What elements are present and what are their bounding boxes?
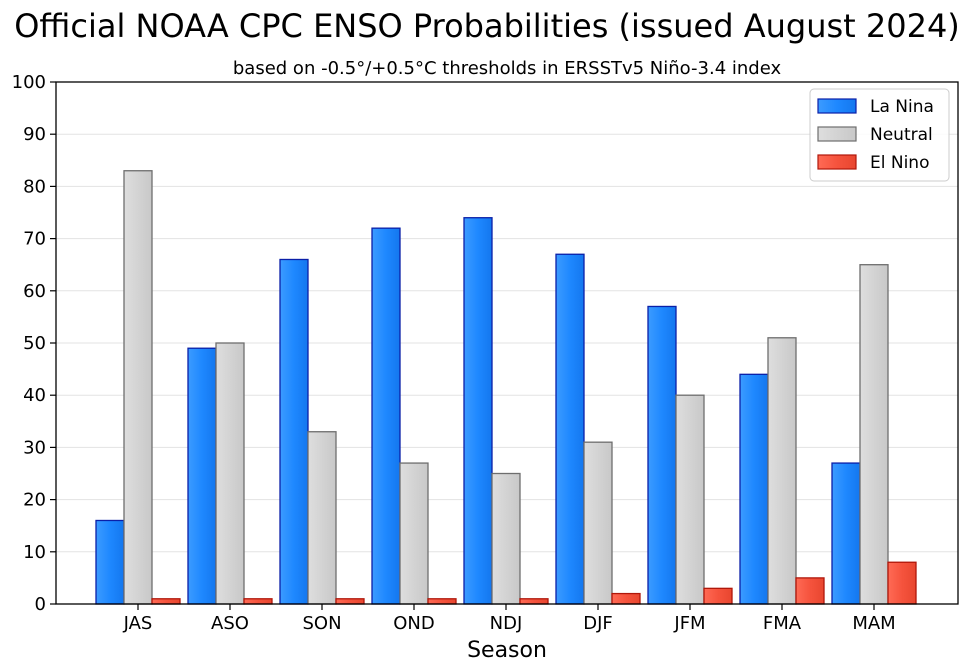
bar-neutral-son — [307, 431, 337, 605]
y-tick-label: 90 — [23, 124, 46, 145]
bar-el-nino-ond — [427, 598, 457, 605]
x-tick-label: DJF — [583, 613, 613, 634]
bar-la-nina-jfm — [647, 305, 677, 605]
y-axis: 0 10 20 30 40 50 60 70 80 90 100 — [12, 72, 56, 615]
bar-el-nino-jas — [151, 598, 181, 605]
x-axis-label: Season — [467, 638, 547, 663]
legend-label-neutral: Neutral — [870, 125, 933, 145]
x-tick-label: NDJ — [490, 613, 523, 634]
y-tick-label: 10 — [23, 542, 46, 563]
y-tick-label: 40 — [23, 385, 46, 406]
y-tick-label: 50 — [23, 333, 46, 354]
legend-swatch-la-nina — [817, 98, 857, 114]
x-tick-label: OND — [393, 613, 435, 634]
y-tick-label: 20 — [23, 490, 46, 511]
bar-la-nina-aso — [187, 347, 217, 605]
legend-label-la-nina: La Nina — [870, 97, 934, 117]
x-tick-label: ASO — [211, 613, 249, 634]
bar-el-nino-son — [335, 598, 365, 605]
bar-neutral-aso — [215, 342, 245, 605]
bar-neutral-jfm — [675, 394, 705, 605]
bar-neutral-jas — [123, 170, 153, 605]
bar-el-nino-ndj — [519, 598, 549, 605]
bar-la-nina-fma — [739, 373, 769, 605]
x-axis: JAS ASO SON OND NDJ DJF JFM FMA MAM — [123, 604, 896, 634]
y-tick-label: 0 — [35, 594, 46, 615]
y-tick-label: 80 — [23, 176, 46, 197]
bars-group — [95, 170, 917, 605]
x-tick-label: JAS — [123, 613, 153, 634]
bar-la-nina-ndj — [463, 217, 493, 605]
legend-label-el-nino: El Nino — [870, 153, 929, 173]
x-tick-label: JFM — [673, 613, 705, 634]
x-tick-label: FMA — [763, 613, 802, 634]
bar-neutral-mam — [859, 264, 889, 605]
bar-la-nina-ond — [371, 227, 401, 605]
bar-la-nina-jas — [95, 519, 125, 605]
y-tick-label: 100 — [12, 72, 46, 93]
bar-neutral-ndj — [491, 472, 521, 605]
bar-la-nina-son — [279, 258, 309, 605]
y-tick-label: 60 — [23, 281, 46, 302]
legend: La Nina Neutral El Nino — [809, 88, 950, 182]
bar-la-nina-djf — [555, 253, 585, 605]
y-tick-label: 70 — [23, 229, 46, 250]
bar-el-nino-aso — [243, 598, 273, 605]
chart-title: Official NOAA CPC ENSO Probabilities (is… — [14, 7, 960, 45]
chart-subtitle: based on -0.5°/+0.5°C thresholds in ERSS… — [233, 58, 782, 79]
bar-el-nino-djf — [611, 592, 641, 605]
legend-swatch-el-nino — [817, 154, 857, 170]
bar-el-nino-mam — [887, 561, 917, 605]
x-tick-label: SON — [302, 613, 341, 634]
bar-neutral-ond — [399, 462, 429, 605]
bar-la-nina-mam — [831, 462, 861, 605]
legend-swatch-neutral — [817, 126, 857, 142]
y-tick-label: 30 — [23, 437, 46, 458]
x-tick-label: MAM — [852, 613, 895, 634]
bar-el-nino-fma — [795, 577, 825, 605]
bar-neutral-djf — [583, 441, 613, 605]
bar-el-nino-jfm — [703, 587, 733, 605]
bar-neutral-fma — [767, 337, 797, 605]
